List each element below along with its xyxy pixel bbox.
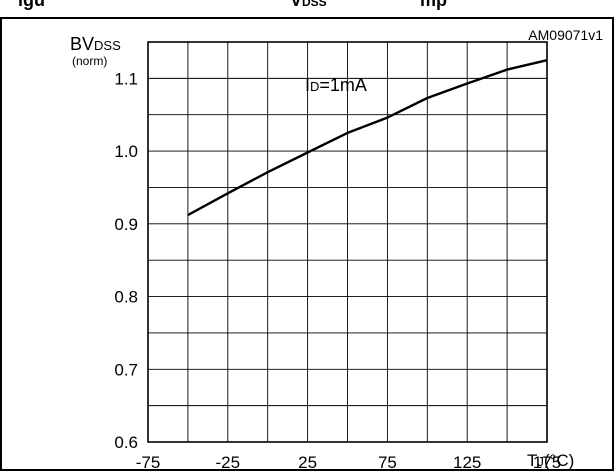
series-line-bvdss [187,59,548,217]
x-tick-label: -75 [136,453,161,472]
x-tick-label: 175 [533,453,561,472]
figure-frame [0,17,614,471]
y-tick-label: 1.1 [114,69,138,88]
caption-mid-sub: DSS [302,0,327,9]
caption-right: mp [420,0,447,10]
y-axis-note: (norm) [72,54,107,68]
plot-area-border [147,41,548,443]
x-tick-label: 25 [298,453,317,472]
y-tick-label: 0.7 [114,360,138,379]
y-tick-label: 0.9 [114,215,138,234]
tick-labels: -75 -25 25 75 125 175 0.6 0.7 0.8 0.9 1.0 1.1 [114,69,561,472]
caption-mid: V [290,0,302,10]
x-axis-label: TJ(°C) [527,451,574,470]
y-axis-label: BVDSS [70,34,121,54]
x-tick-label: 125 [453,453,481,472]
series-lines [187,59,548,217]
caption-left: igu [18,0,45,10]
x-tick-label: -25 [216,453,241,472]
grid [147,41,548,443]
y-tick-label: 1.0 [114,142,138,161]
x-tick-label: 75 [378,453,397,472]
y-tick-label: 0.8 [114,288,138,307]
figure-id: AM09071v1 [528,27,603,43]
y-tick-label: 0.6 [114,433,138,452]
